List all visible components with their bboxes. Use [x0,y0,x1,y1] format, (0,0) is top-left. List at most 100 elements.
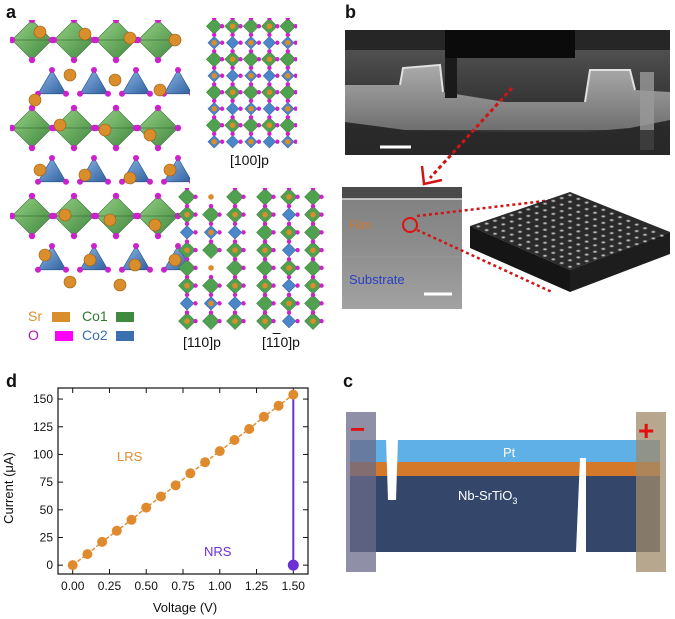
sr-atom [286,265,292,271]
co1-octahedron [242,83,260,101]
oxygen-atom [92,212,100,220]
oxygen-atom [248,49,254,54]
co1-octahedron [256,259,274,277]
oxygen-atom [219,40,225,45]
oxygen-atom [49,155,55,161]
tem-substrate-label: Substrate [349,272,405,287]
oxygen-atom [230,49,235,54]
lattice-site [559,242,565,246]
oxygen-atom [193,230,198,235]
co1-octahedron [10,192,56,240]
x-tick-label: 1.50 [282,579,306,593]
oxygen-atom [319,283,324,288]
lattice-site [642,233,648,237]
oxygen-atom [275,24,280,29]
oxygen-atom [285,49,290,54]
lattice-site [609,218,615,222]
lattice-site [534,231,540,235]
oxygen-atom [310,274,316,280]
lrs-series-line [72,394,294,566]
lattice-site [542,202,548,206]
oxygen-atom [133,243,139,249]
oxygen-atom [174,124,182,132]
sr-atom [78,168,92,182]
oxygen-atom [310,292,316,298]
sr-atom [229,56,236,63]
lattice-site [550,212,556,216]
lattice-site [559,216,565,220]
oxygen-atom [193,301,198,306]
oxygen-atom [295,283,300,288]
lattice-site [634,242,640,246]
sr-atom [123,31,137,45]
oxygen-atom [154,192,162,200]
sr-atom [163,163,177,177]
oxygen-atom [212,65,217,71]
oxygen-atom [154,232,162,240]
co2-tetrahedron [262,135,277,149]
sr-atom [58,208,72,222]
plot-frame [57,387,309,575]
sr-atom [285,39,291,46]
oxygen-atom [49,67,55,73]
lattice-site [584,233,590,237]
oxygen-atom [217,247,222,253]
oxygen-atom [230,98,235,104]
co2-tetrahedron [35,155,69,185]
sr-atom [310,282,316,289]
oxygen-atom [238,24,243,29]
lattice-site [617,241,623,245]
oxygen-atom [92,124,100,132]
oxygen-atom [35,266,41,273]
oxygen-atom [193,318,198,324]
co1-octahedron [202,276,220,295]
chart-ylabel: Current (μA) [1,452,16,524]
oxygen-atom [293,40,297,45]
lattice-site [617,248,623,252]
oxygen-atom [238,123,243,128]
sr-atom [285,138,291,145]
oxygen-atom [208,239,214,244]
co1-octahedron [242,50,260,68]
co1-octahedron [304,294,322,313]
co2-tetrahedron [77,67,111,97]
sr-atom [232,211,238,218]
oxygen-atom [184,274,190,280]
oxygen-atom [189,91,190,97]
oxygen-atom [208,292,214,298]
lattice-site [584,259,590,263]
oxygen-atom [238,73,243,78]
oxygen-atom [256,106,262,111]
oxygen-atom [230,18,235,21]
co2-tetrahedron [119,155,153,185]
oxygen-atom [232,188,238,191]
oxygen-atom [256,40,262,45]
lattice-site [525,207,531,211]
oxygen-atom [285,98,290,104]
lattice-site [534,218,540,222]
lattice-site [575,242,581,246]
lrs-data-point [126,514,137,525]
legend-co1-swatch [115,312,134,323]
sr-atom [262,247,268,253]
lattice-site [550,225,556,229]
oxygen-atom [286,292,292,298]
oxygen-atom [212,115,217,120]
oxygen-atom [212,131,217,137]
oxygen-atom [319,212,324,217]
legend-co1-label: Co1 [82,308,108,324]
lattice-site [550,257,556,261]
oxygen-atom [112,104,120,112]
oxygen-atom [184,203,190,209]
nb-srtio3-label: Nb-SrTiO3 [458,488,517,506]
oxygen-atom [267,82,272,87]
y-tick-label: 50 [40,503,54,517]
oxygen-atom [50,36,58,44]
co1-octahedron [242,18,260,35]
y-tick-label: 25 [40,530,54,544]
oxygen-atom [208,274,214,280]
oxygen-atom [267,131,272,137]
sr-atom [262,211,268,218]
lattice-site [567,200,573,204]
co1-octahedron [256,223,274,242]
